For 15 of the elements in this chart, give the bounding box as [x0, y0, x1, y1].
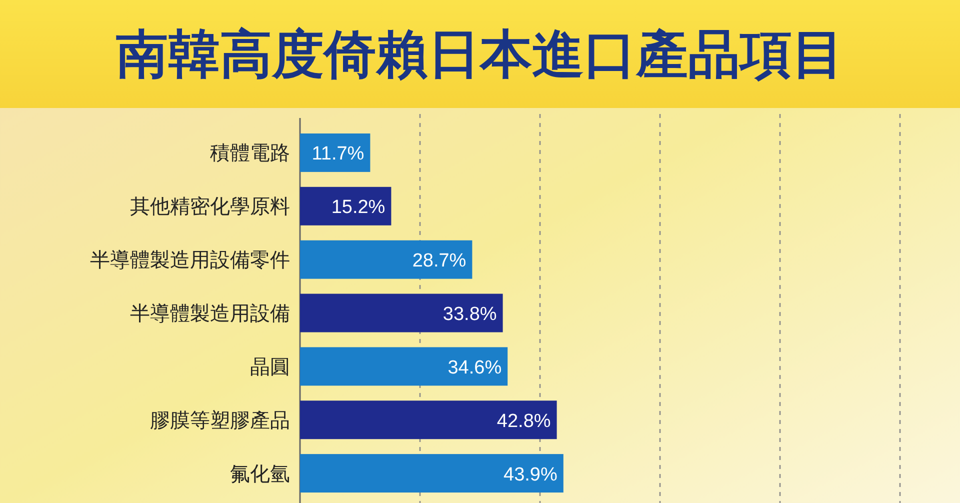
y-tick-label: 半導體製造用設備: [130, 303, 290, 325]
data-label: 34.6%: [448, 357, 502, 378]
data-label: 15.2%: [331, 197, 386, 218]
data-label: 11.7%: [312, 144, 364, 165]
data-label: 42.8%: [496, 410, 551, 432]
y-tick-label: 膠膜等塑膠產品: [150, 408, 290, 432]
y-tick-label: 氟化氫: [230, 463, 290, 486]
data-label: 33.8%: [442, 304, 497, 325]
data-label: 43.9%: [504, 464, 558, 486]
y-tick-label: 晶圓: [250, 356, 290, 378]
data-label: 28.7%: [412, 250, 466, 272]
y-tick-label: 半導體製造用設備零件: [90, 250, 290, 272]
y-tick-label: 其他精密化學原料: [130, 196, 290, 218]
y-tick-label: 積體電路: [210, 142, 290, 165]
title: 南韓高度倚賴日本進口產品項目: [116, 26, 844, 84]
